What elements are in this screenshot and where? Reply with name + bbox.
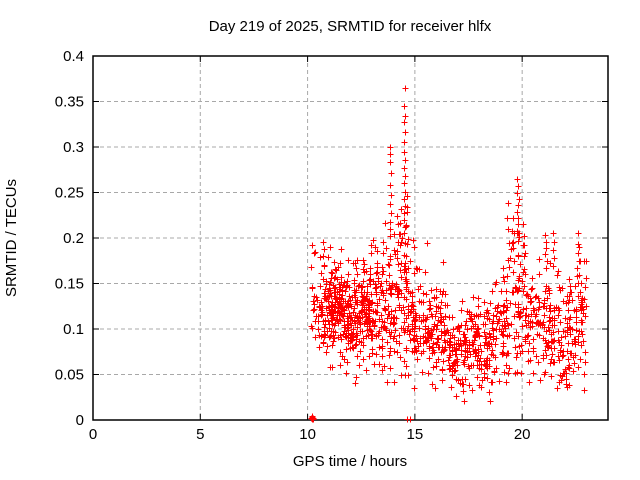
chart-title: Day 219 of 2025, SRMTID for receiver hlf… [209, 18, 492, 35]
y-tick-label: 0.25 [55, 185, 84, 202]
x-tick-label: 5 [196, 426, 204, 443]
data-points [308, 85, 590, 423]
y-tick-label: 0.35 [55, 94, 84, 111]
y-tick-label: 0 [76, 412, 84, 429]
plot-border [92, 55, 609, 421]
x-tick-label: 0 [89, 426, 97, 443]
x-tick-label: 10 [299, 426, 316, 443]
y-tick-label: 0.2 [63, 230, 84, 247]
y-tick-label: 0.15 [55, 276, 84, 293]
y-tick-label: 0.4 [63, 48, 84, 65]
grid-lines [93, 56, 608, 420]
x-tick-label: 20 [514, 426, 531, 443]
y-tick-label: 0.1 [63, 321, 84, 338]
y-tick-labels: 0 0.05 0.1 0.15 0.2 0.25 0.3 0.35 0.4 [55, 48, 84, 429]
x-tick-labels: 0 5 10 15 20 [89, 426, 531, 443]
y-tick-label: 0.05 [55, 367, 84, 384]
y-axis-label: SRMTID / TECUs [3, 179, 20, 297]
y-tick-label: 0.3 [63, 139, 84, 156]
x-axis-label: GPS time / hours [293, 453, 407, 470]
x-tick-label: 15 [407, 426, 424, 443]
